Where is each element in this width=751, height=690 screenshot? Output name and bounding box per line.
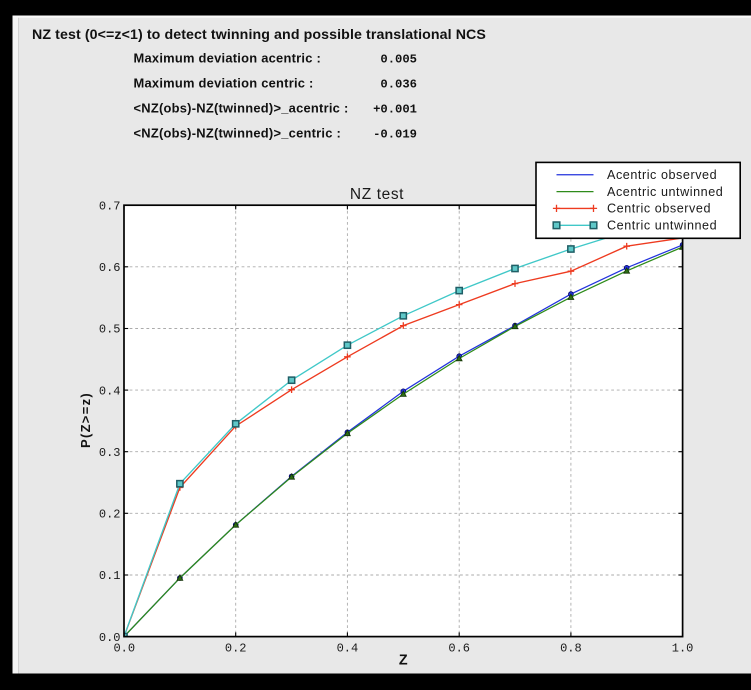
svg-text:0.036: 0.036 xyxy=(380,78,417,92)
svg-text:0.5: 0.5 xyxy=(99,323,121,337)
svg-text:Centric untwinned: Centric untwinned xyxy=(607,219,717,233)
svg-text:1.0: 1.0 xyxy=(672,641,694,655)
svg-text:<NZ(obs)-NZ(twinned)>_centric: <NZ(obs)-NZ(twinned)>_centric : xyxy=(134,125,342,140)
svg-text:Maximum deviation acentric :: Maximum deviation acentric : xyxy=(134,51,322,66)
svg-text:0.2: 0.2 xyxy=(225,641,247,655)
svg-text:0.0: 0.0 xyxy=(113,641,135,655)
svg-text:0.0: 0.0 xyxy=(99,631,121,645)
svg-text:0.7: 0.7 xyxy=(99,199,121,213)
svg-text:Maximum deviation centric :: Maximum deviation centric : xyxy=(134,76,314,91)
svg-text:Acentric untwinned: Acentric untwinned xyxy=(607,185,723,199)
svg-text:<NZ(obs)-NZ(twinned)>_acentric: <NZ(obs)-NZ(twinned)>_acentric : xyxy=(134,100,349,115)
svg-text:0.6: 0.6 xyxy=(448,641,470,655)
svg-text:0.6: 0.6 xyxy=(99,261,121,275)
svg-text:Acentric observed: Acentric observed xyxy=(607,168,717,182)
svg-text:0.4: 0.4 xyxy=(99,384,121,398)
svg-text:NZ test: NZ test xyxy=(350,186,404,203)
svg-text:P(Z>=z): P(Z>=z) xyxy=(78,392,93,448)
svg-text:0.3: 0.3 xyxy=(99,446,121,460)
svg-text:+0.001: +0.001 xyxy=(373,102,417,116)
svg-text:0.4: 0.4 xyxy=(337,641,359,655)
svg-text:0.2: 0.2 xyxy=(99,508,121,522)
svg-text:0.005: 0.005 xyxy=(380,53,417,67)
svg-text:NZ test (0<=z<1) to detect twi: NZ test (0<=z<1) to detect twinning and … xyxy=(32,27,486,43)
svg-text:Centric observed: Centric observed xyxy=(607,202,711,216)
svg-text:0.1: 0.1 xyxy=(99,569,121,583)
svg-text:0.8: 0.8 xyxy=(560,641,582,655)
svg-text:Z: Z xyxy=(399,653,408,669)
svg-text:-0.019: -0.019 xyxy=(373,127,417,141)
